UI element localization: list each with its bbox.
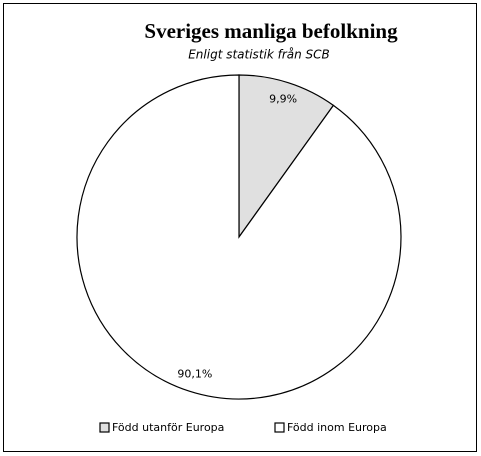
legend-label: Född inom Europa: [287, 421, 387, 434]
value-label: 90,1%: [177, 367, 212, 380]
legend-swatch: [99, 422, 110, 433]
legend-swatch: [274, 422, 285, 433]
legend-label: Född utanför Europa: [112, 421, 224, 434]
chart-title: Sveriges manliga befolkning: [144, 19, 398, 43]
value-label: 9,9%: [269, 93, 297, 106]
pie-slice: [76, 74, 402, 400]
chart-subtitle: Enligt statistik från SCB: [188, 48, 330, 62]
pie-slice: [238, 74, 335, 239]
